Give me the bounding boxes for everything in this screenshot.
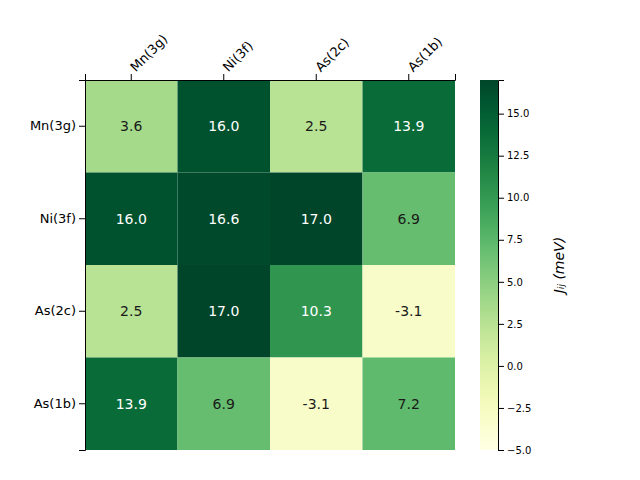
colorbar-tick: 5.0 [498,277,523,288]
colorbar-tick-mark [498,366,504,367]
data-label: 16.0 [116,211,147,227]
data-label: 10.3 [301,303,332,319]
colorbar-tick-label: 0.0 [507,361,523,372]
colorbar-tick-mark [498,408,504,409]
colorbar-tick-mark [498,324,504,325]
heatmap-cell [178,80,271,173]
axis-line [499,81,505,451]
colorbar-tick-label: 5.0 [507,277,523,288]
colorbar-gradient [480,80,498,450]
y-tick-label: As(1b) [34,396,76,411]
x-axis: Mn(3g) Ni(3f) As(2c) As(1b) [86,31,456,80]
y-tick-mark [79,403,85,404]
heatmap-cell [363,173,456,266]
y-tick-label: Ni(3f) [40,211,76,226]
y-tick-mark [79,126,85,127]
x-tick-label: As(1b) [405,34,446,75]
y-tick-label: Mn(3g) [30,118,76,133]
colorbar-tick-label: −5.0 [507,445,531,456]
x-tick-label: Ni(3f) [220,38,256,74]
colorbar-tick-mark [498,450,504,451]
x-tick-mark [223,74,224,80]
heatmap-cell [85,358,178,451]
x-tick: Ni(3f) [220,38,256,80]
colorbar-tick-mark [498,240,504,241]
colorbar-tick-label: 10.0 [507,192,529,203]
y-tick: Ni(3f) [40,211,85,226]
data-label: 17.0 [208,303,239,319]
x-tick-label: As(2c) [312,35,352,75]
heatmap-cell [363,358,456,451]
data-label: 6.9 [213,396,235,412]
data-label: 13.9 [393,118,424,134]
x-tick: Mn(3g) [127,31,170,80]
colorbar-tick: −5.0 [498,445,531,456]
colorbar-tick: 15.0 [498,108,529,119]
y-axis: Mn(3g) Ni(3f) As(2c) As(1b) [30,81,86,451]
y-tick-mark [79,311,85,312]
data-label: 6.9 [398,211,420,227]
plot-area: 3.6 16.0 2.5 13.9 16.0 16.6 17.0 6.9 2.5 17.0 10.3… [30,31,456,450]
x-tick: As(2c) [312,35,352,80]
colorbar-tick-label: 2.5 [507,319,523,330]
heatmap-cell [363,80,456,173]
data-label: 17.0 [301,211,332,227]
colorbar-tick-mark [498,156,504,157]
heatmap-cell [270,358,363,451]
heatmap-cell [178,173,271,266]
x-tick-mark [408,74,409,80]
colorbar-tick-mark [498,198,504,199]
y-tick-label: As(2c) [35,303,76,318]
data-label: 3.6 [120,118,142,134]
heatmap-cell [363,265,456,358]
axis-line [79,81,86,451]
colorbar-tick-label: 12.5 [507,150,529,161]
axis-line [86,74,456,81]
colorbar-tick-mark [498,282,504,283]
colorbar-label: Jᵢⱼ (meV) [551,237,567,296]
data-label: 13.9 [116,396,147,412]
colorbar: −5.0 −2.5 0.0 2.5 5.0 7.5 10.0 12.5 15.0 [480,80,531,456]
y-tick: As(1b) [34,396,85,411]
heatmap-cell [270,173,363,266]
x-tick: As(1b) [405,34,446,80]
data-label: 2.5 [120,303,142,319]
colorbar-tick: 7.5 [498,234,523,245]
heatmap-cell [270,265,363,358]
x-tick-mark [316,74,317,80]
data-label: -3.1 [395,303,422,319]
data-labels: 3.6 16.0 2.5 13.9 16.0 16.6 17.0 6.9 2.5 17.0 10.3… [116,118,425,412]
cells [85,80,455,450]
heatmap-cell [85,173,178,266]
data-label: 7.2 [398,396,420,412]
y-tick-mark [79,218,85,219]
data-label: 16.6 [208,211,239,227]
colorbar-tick-mark [498,114,504,115]
y-tick: As(2c) [35,303,85,318]
chart: 3.6 16.0 2.5 13.9 16.0 16.6 17.0 6.9 2.5 17.0 10.3… [0,0,640,480]
data-label: 16.0 [208,118,239,134]
x-tick-mark [131,74,132,80]
heatmap-cell [178,358,271,451]
colorbar-tick: 10.0 [498,192,529,203]
colorbar-tick-label: −2.5 [507,403,531,414]
colorbar-axis: −5.0 −2.5 0.0 2.5 5.0 7.5 10.0 12.5 15.0 [498,81,531,456]
data-label: -3.1 [303,396,330,412]
colorbar-tick: 2.5 [498,319,523,330]
heatmap-cell [178,265,271,358]
heatmap-cell [85,265,178,358]
colorbar-tick-label: 15.0 [507,108,529,119]
heatmap-cell [270,80,363,173]
heatmap-cell [85,80,178,173]
data-label: 2.5 [305,118,327,134]
colorbar-tick: 12.5 [498,150,529,161]
colorbar-tick-label: 7.5 [507,234,523,245]
y-tick: Mn(3g) [30,118,85,133]
colorbar-tick: 0.0 [498,361,523,372]
x-tick-label: Mn(3g) [127,31,170,74]
colorbar-tick: −2.5 [498,403,531,414]
